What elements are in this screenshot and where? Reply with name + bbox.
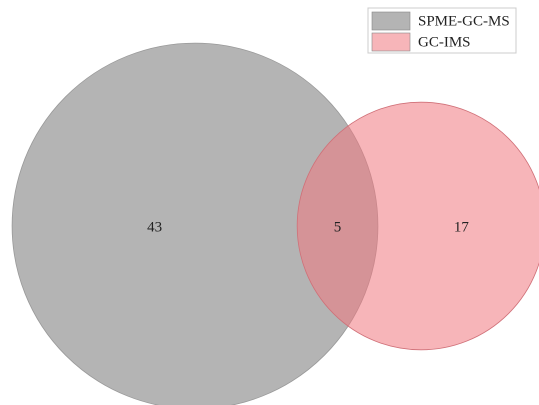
legend-label: GC-IMS — [418, 34, 471, 50]
legend: SPME-GC-MS GC-IMS — [367, 7, 517, 54]
region-labels: 43 5 17 — [147, 219, 469, 235]
venn-circles — [11, 42, 539, 405]
legend-swatch — [371, 11, 411, 31]
region-label: 43 — [147, 219, 162, 235]
legend-swatch — [371, 32, 411, 52]
region-label: 17 — [454, 219, 470, 235]
set-circle — [296, 101, 539, 351]
region-label: 5 — [334, 219, 342, 235]
legend-label: SPME-GC-MS — [418, 13, 510, 29]
